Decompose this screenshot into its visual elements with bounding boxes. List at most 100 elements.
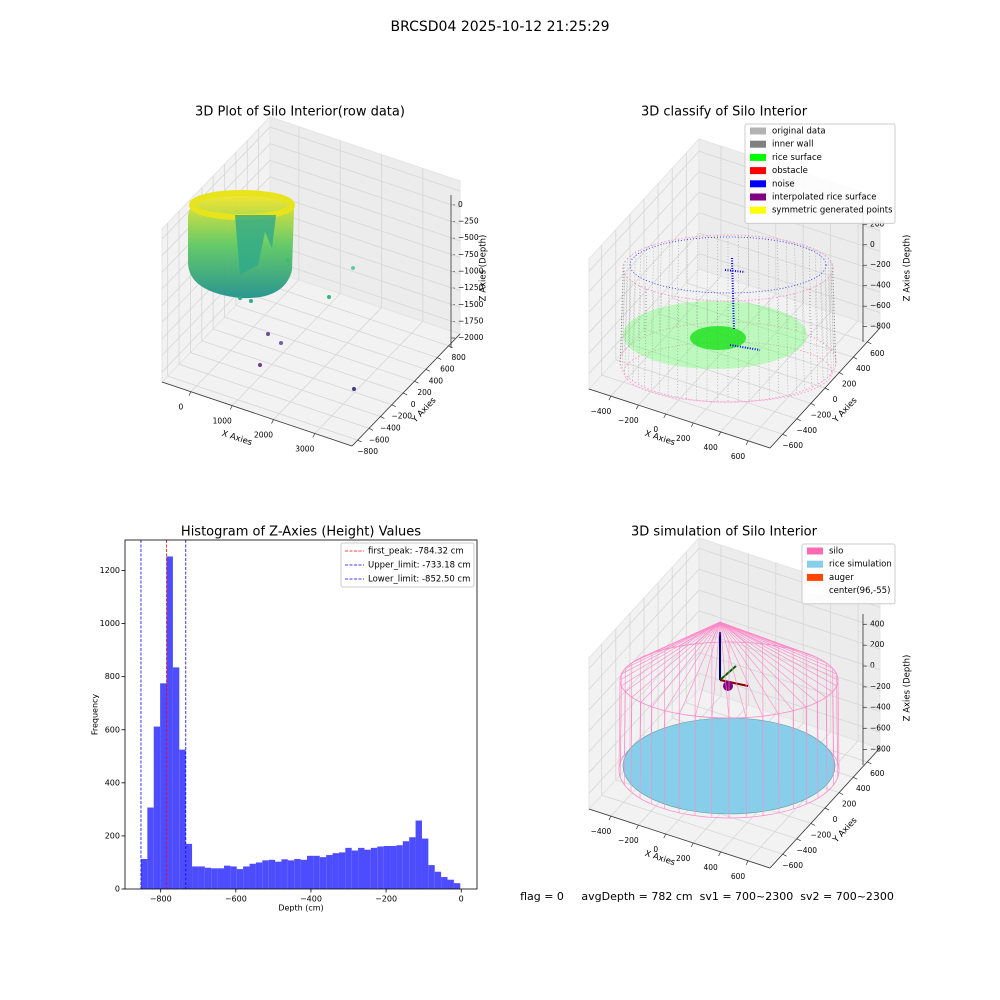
- x-tick-label: −400: [591, 827, 612, 836]
- tick-mark: [357, 439, 362, 443]
- y-tick-label: 400: [856, 364, 871, 373]
- grid-line: [201, 340, 392, 406]
- axes-frame: [124, 539, 478, 890]
- silo-wire: [639, 657, 642, 742]
- grid-line: [224, 316, 415, 382]
- bar: [268, 859, 276, 889]
- wall-points: [620, 264, 624, 359]
- tick-mark: [718, 431, 721, 437]
- silo-wire: [618, 679, 621, 771]
- grid-line: [601, 794, 783, 855]
- y-tick-label: 400: [856, 784, 871, 793]
- wall-points: [620, 271, 624, 366]
- silo-wire: [664, 710, 666, 809]
- silo-wire: [651, 621, 721, 654]
- bar: [377, 846, 384, 889]
- grid-line: [269, 126, 461, 192]
- wall-points: [632, 252, 636, 344]
- z-tick-label: −400: [870, 281, 891, 290]
- bar: [428, 865, 435, 889]
- silo-wire: [836, 674, 838, 763]
- silo-wire: [719, 621, 837, 675]
- z-axis-label: Z Axies (Depth): [903, 655, 913, 722]
- silo-wire: [621, 621, 721, 687]
- tick-mark: [810, 403, 816, 406]
- silo-wire: [711, 621, 721, 643]
- silo-wire: [711, 621, 721, 718]
- y-tick-label: 800: [105, 672, 120, 681]
- bar: [179, 749, 186, 889]
- wall-points: [828, 258, 832, 351]
- wall-points: [748, 300, 750, 402]
- bar: [185, 843, 193, 889]
- wall-points: [686, 237, 689, 326]
- tick-mark: [838, 792, 844, 795]
- bar: [415, 820, 422, 889]
- bar: [211, 868, 218, 889]
- legend-label: interpolated rice surface: [772, 193, 877, 203]
- bar: [153, 726, 161, 889]
- wall-points: [830, 261, 835, 355]
- grid-line: [190, 279, 300, 393]
- silo-wire: [816, 657, 819, 742]
- bar: [236, 869, 244, 889]
- tick-mark: [368, 428, 374, 431]
- z-tick-label: −250: [458, 217, 479, 226]
- y-tick-label: 200: [105, 831, 120, 840]
- bar: [300, 859, 308, 889]
- tick-mark: [690, 842, 694, 848]
- grid-line: [672, 297, 854, 358]
- silo-wire: [719, 621, 833, 692]
- tick-mark: [810, 823, 816, 826]
- x-tick-label: 200: [676, 434, 691, 443]
- silo-wire: [719, 621, 763, 645]
- silo-wire: [640, 621, 721, 703]
- plot-title: Histogram of Z-Axies (Height) Values: [181, 525, 421, 540]
- tick-mark: [663, 413, 667, 419]
- bar: [230, 866, 237, 889]
- grid-line: [269, 243, 461, 308]
- x-tick-label: 1000: [213, 417, 232, 426]
- legend-label: inner wall: [772, 140, 813, 150]
- silo-wire: [631, 621, 721, 698]
- silo-wire: [719, 621, 839, 681]
- tick-mark: [636, 404, 639, 410]
- silo-wire: [719, 621, 747, 718]
- z-tick-label: −1250: [458, 283, 484, 292]
- wall-points: [706, 300, 708, 402]
- legend-box: [801, 543, 896, 605]
- legend-label: auger: [829, 573, 854, 583]
- tick-mark: [782, 433, 787, 437]
- x-axis-label: Depth (cm): [278, 904, 323, 913]
- silo-wire: [719, 621, 833, 669]
- bar: [326, 855, 333, 889]
- legend: first_peak: -784.32 cm Upper_limit: -733.…: [340, 542, 475, 588]
- bar: [345, 847, 352, 889]
- legend-swatch: [807, 587, 823, 595]
- silo-wire: [792, 710, 794, 809]
- y-tick-label: 200: [842, 380, 857, 389]
- axis-line: [161, 381, 353, 447]
- y-tick-label: −400: [796, 426, 817, 435]
- z-tick-label: −750: [458, 250, 479, 259]
- z-tick-label: −600: [870, 301, 891, 310]
- silo-wire: [679, 621, 721, 714]
- grid-line: [601, 374, 783, 435]
- legend-swatch: [807, 573, 823, 581]
- z-tick-label: 0: [870, 240, 875, 249]
- bar: [383, 846, 391, 889]
- z-tick-label: −500: [458, 233, 479, 242]
- wall-points: [820, 252, 824, 344]
- y-tick-label: 600: [870, 769, 885, 778]
- z-tick-label: −400: [870, 703, 891, 712]
- grid-line: [269, 209, 461, 275]
- z-tick-label: −2000: [458, 333, 484, 342]
- bar: [409, 837, 416, 889]
- bar: [332, 853, 339, 889]
- grid-line: [235, 304, 427, 370]
- wall-points: [627, 255, 632, 347]
- x-tick-label: 0: [653, 845, 658, 854]
- grid-line: [161, 126, 271, 240]
